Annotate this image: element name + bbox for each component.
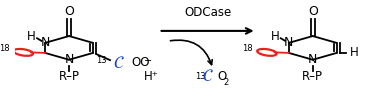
Text: H: H — [350, 46, 358, 59]
Text: O: O — [217, 70, 226, 83]
Text: R–P: R–P — [302, 70, 323, 83]
Text: N: N — [308, 53, 318, 66]
Text: 13: 13 — [195, 72, 206, 81]
FancyArrowPatch shape — [170, 40, 212, 65]
Text: N: N — [64, 53, 74, 66]
Text: N: N — [284, 36, 293, 49]
Text: H: H — [27, 30, 36, 43]
Text: N: N — [40, 36, 50, 49]
Text: R–P: R–P — [59, 70, 79, 83]
Text: 18: 18 — [243, 44, 253, 53]
Text: O: O — [64, 5, 74, 18]
Text: $\mathcal{C}$: $\mathcal{C}$ — [113, 54, 125, 72]
Text: 18: 18 — [0, 44, 9, 53]
Text: ODCase: ODCase — [184, 6, 231, 19]
Text: O: O — [308, 5, 318, 18]
Text: H: H — [271, 30, 279, 43]
Text: 2: 2 — [223, 78, 229, 87]
Text: H⁺: H⁺ — [144, 70, 159, 83]
Text: −: − — [144, 56, 152, 66]
Text: $\mathcal{C}$: $\mathcal{C}$ — [203, 67, 214, 85]
Text: OO: OO — [132, 56, 150, 69]
Text: 13: 13 — [96, 56, 106, 65]
